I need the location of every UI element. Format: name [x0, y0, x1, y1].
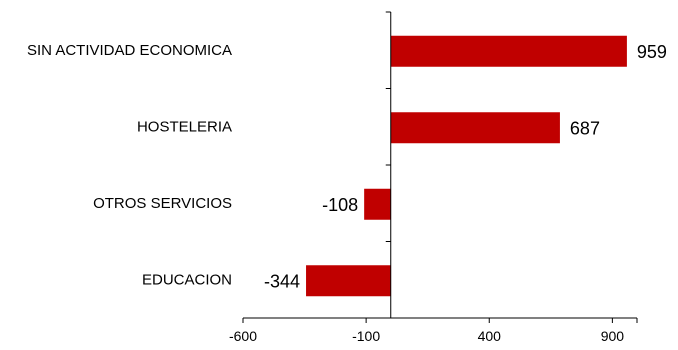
- data-labels-group: 959 687 -108 -344: [264, 42, 667, 292]
- data-label-2: -108: [322, 195, 358, 215]
- x-tick-label-0: -600: [229, 328, 257, 344]
- category-label-1: HOSTELERIA: [137, 119, 232, 136]
- x-axis-ticks-group: -600 -100 400 900: [229, 318, 638, 344]
- x-tick-label-3: 900: [601, 328, 625, 344]
- bars-group: [306, 35, 627, 297]
- data-label-1: 687: [570, 119, 600, 139]
- x-tick-label-2: 400: [478, 328, 502, 344]
- bar-3: [306, 265, 391, 297]
- category-labels-group: SIN ACTIVIDAD ECONOMICA HOSTELERIA OTROS S…: [27, 42, 232, 289]
- x-tick-label-1: -100: [352, 328, 380, 344]
- data-label-3: -344: [264, 272, 300, 292]
- category-label-2: OTROS SERVICIOS: [93, 195, 232, 212]
- bar-0: [390, 35, 627, 67]
- category-label-0: SIN ACTIVIDAD ECONOMICA: [27, 42, 232, 59]
- bar-2: [364, 188, 391, 220]
- category-label-3: EDUCACION: [142, 272, 232, 289]
- bar-1: [390, 112, 560, 144]
- data-label-0: 959: [637, 42, 667, 62]
